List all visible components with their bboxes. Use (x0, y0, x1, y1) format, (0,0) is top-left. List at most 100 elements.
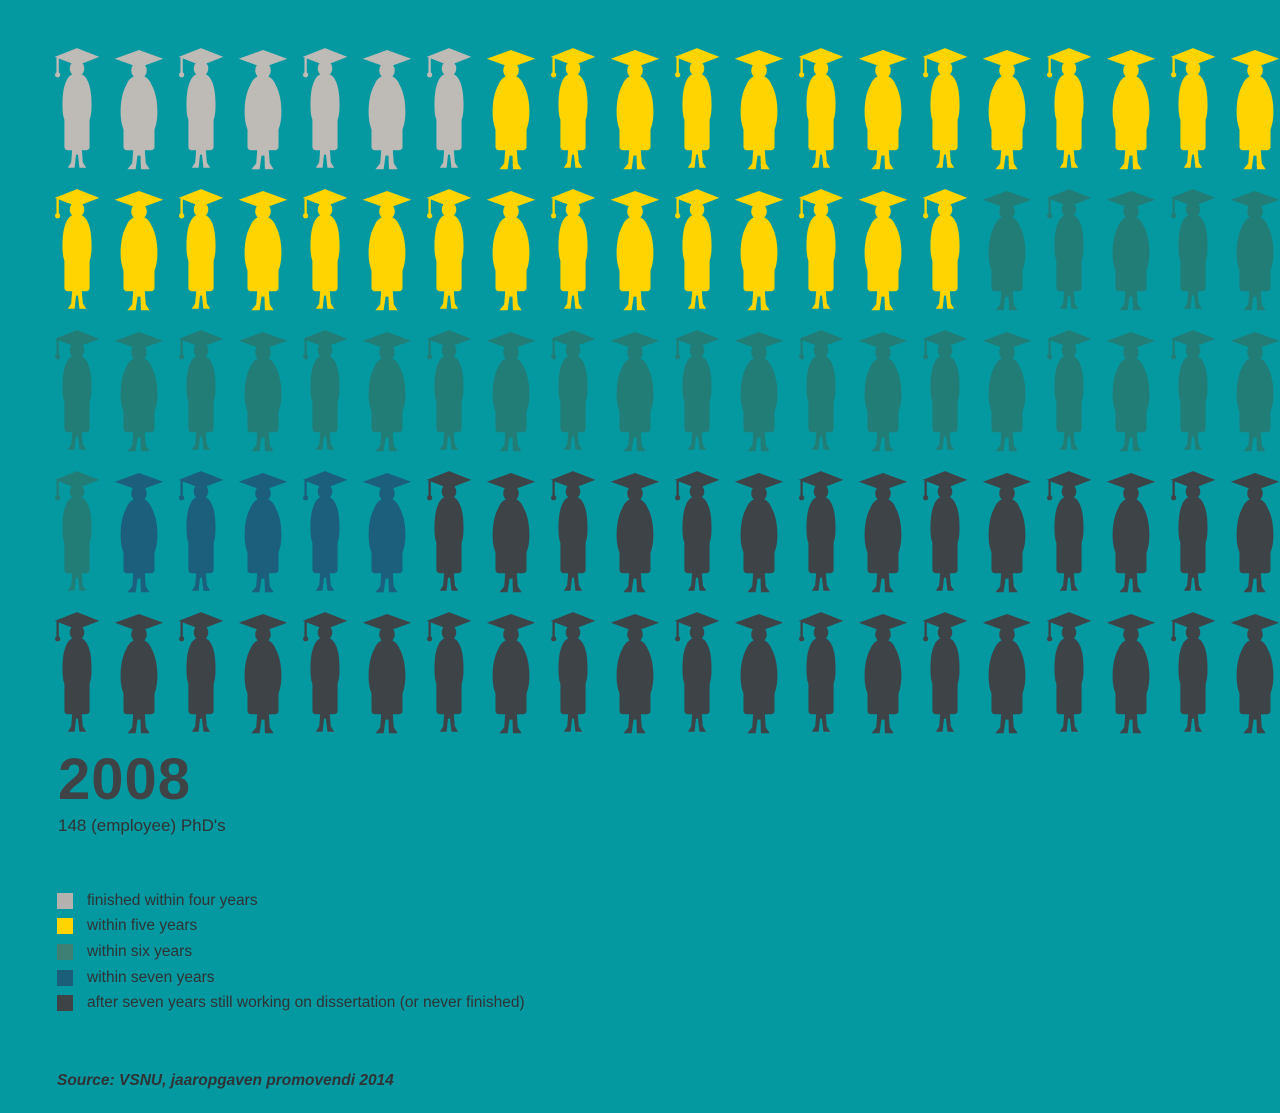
figure-cell (1224, 186, 1280, 316)
figure-cell (666, 327, 728, 457)
figure-row (46, 34, 1258, 175)
graduate-figure-icon (666, 609, 728, 739)
figure-cell (1038, 468, 1100, 598)
figure-cell (852, 45, 914, 175)
graduate-figure-icon (108, 327, 170, 457)
figure-cell (790, 327, 852, 457)
graduate-figure-icon (1038, 327, 1100, 457)
graduate-figure-icon (542, 186, 604, 316)
figure-cell (108, 186, 170, 316)
legend: finished within four years within five ye… (57, 888, 1280, 1016)
graduate-figure-icon (294, 468, 356, 598)
graduate-figure-icon (108, 609, 170, 739)
figure-cell (46, 609, 108, 739)
graduate-figure-icon (604, 468, 666, 598)
graduate-figure-icon (294, 327, 356, 457)
figure-cell (46, 327, 108, 457)
title-block: 2008 148 (employee) PhD's (58, 751, 1280, 836)
graduate-figure-icon (914, 45, 976, 175)
graduate-figure-icon (914, 609, 976, 739)
graduate-figure-icon (418, 468, 480, 598)
graduate-figure-icon (728, 327, 790, 457)
graduate-figure-icon (976, 468, 1038, 598)
figure-row (46, 598, 1258, 739)
graduate-figure-icon (976, 186, 1038, 316)
pictogram-chart (0, 0, 1280, 739)
graduate-figure-icon (1038, 609, 1100, 739)
graduate-figure-icon (604, 45, 666, 175)
graduate-figure-icon (1100, 327, 1162, 457)
figure-cell (790, 45, 852, 175)
graduate-figure-icon (666, 327, 728, 457)
graduate-figure-icon (604, 609, 666, 739)
legend-swatch-five (57, 918, 73, 935)
graduate-figure-icon (418, 186, 480, 316)
figure-cell (728, 468, 790, 598)
graduate-figure-icon (356, 609, 418, 739)
figure-cell (1100, 609, 1162, 739)
figure-cell (1162, 468, 1224, 598)
figure-cell (294, 186, 356, 316)
graduate-figure-icon (170, 609, 232, 739)
figure-cell (542, 45, 604, 175)
graduate-figure-icon (418, 45, 480, 175)
graduate-figure-icon (542, 327, 604, 457)
figure-cell (790, 468, 852, 598)
legend-label-after: after seven years still working on disse… (87, 994, 525, 1012)
figure-cell (976, 186, 1038, 316)
graduate-figure-icon (1038, 186, 1100, 316)
legend-item-five: within five years (57, 914, 1280, 940)
figure-cell (852, 468, 914, 598)
graduate-figure-icon (108, 45, 170, 175)
graduate-figure-icon (852, 327, 914, 457)
year-title: 2008 (58, 747, 192, 812)
graduate-figure-icon (46, 609, 108, 739)
graduate-figure-icon (1100, 45, 1162, 175)
graduate-figure-icon (790, 609, 852, 739)
figure-cell (1038, 45, 1100, 175)
figure-cell (976, 327, 1038, 457)
figure-row (46, 457, 1258, 598)
figure-cell (1100, 468, 1162, 598)
figure-cell (108, 327, 170, 457)
graduate-figure-icon (542, 609, 604, 739)
legend-item-four: finished within four years (57, 888, 1280, 914)
figure-cell (1100, 45, 1162, 175)
figure-cell (170, 609, 232, 739)
figure-cell (170, 186, 232, 316)
graduate-figure-icon (232, 45, 294, 175)
graduate-figure-icon (108, 468, 170, 598)
graduate-figure-icon (1162, 609, 1224, 739)
graduate-figure-icon (666, 186, 728, 316)
figure-cell (728, 327, 790, 457)
figure-cell (852, 609, 914, 739)
figure-cell (1224, 609, 1280, 739)
graduate-figure-icon (604, 327, 666, 457)
figure-cell (914, 609, 976, 739)
graduate-figure-icon (1162, 45, 1224, 175)
figure-cell (976, 468, 1038, 598)
figure-cell (294, 327, 356, 457)
figure-cell (542, 327, 604, 457)
figure-cell (666, 468, 728, 598)
graduate-figure-icon (170, 45, 232, 175)
graduate-figure-icon (46, 468, 108, 598)
graduate-figure-icon (1162, 186, 1224, 316)
figure-cell (976, 45, 1038, 175)
figure-cell (666, 45, 728, 175)
figure-cell (1162, 45, 1224, 175)
source-attribution: Source: VSNU, jaaropgaven promovendi 201… (57, 1071, 394, 1089)
graduate-figure-icon (480, 468, 542, 598)
graduate-figure-icon (852, 45, 914, 175)
graduate-figure-icon (356, 45, 418, 175)
graduate-figure-icon (790, 186, 852, 316)
graduate-figure-icon (542, 45, 604, 175)
graduate-figure-icon (170, 327, 232, 457)
graduate-figure-icon (914, 186, 976, 316)
graduate-figure-icon (480, 45, 542, 175)
figure-cell (356, 45, 418, 175)
graduate-figure-icon (852, 609, 914, 739)
legend-label-six: within six years (87, 942, 193, 960)
graduate-figure-icon (1224, 45, 1280, 175)
figure-cell (356, 186, 418, 316)
